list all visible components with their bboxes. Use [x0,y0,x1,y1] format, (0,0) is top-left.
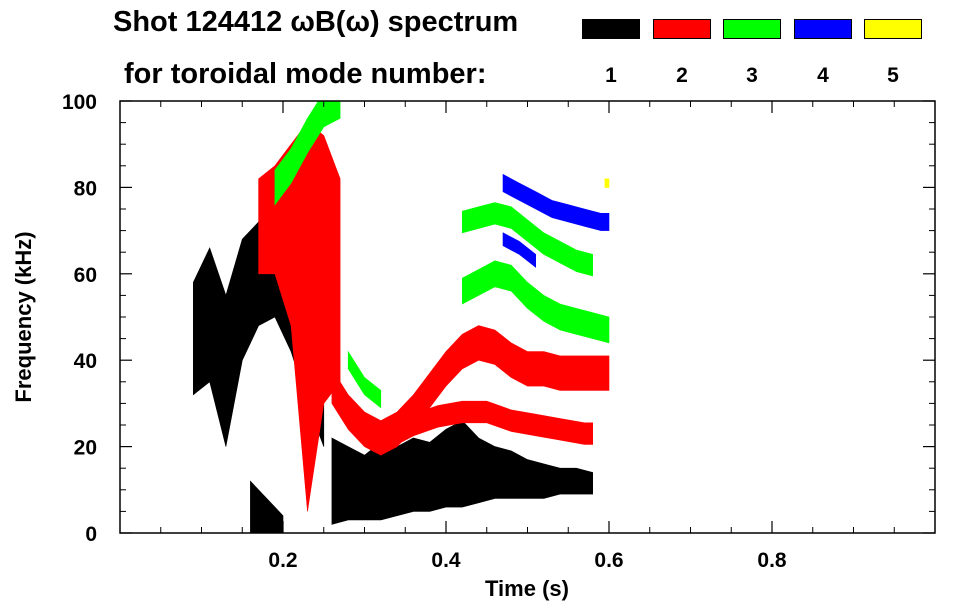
chart-title-line1: Shot 124412 ωB(ω) spectrum [113,6,518,39]
y-tick-label: 0 [85,523,97,546]
y-tick-label: 100 [62,91,97,114]
legend-swatch-mode-4 [794,19,852,39]
y-tick-label: 60 [74,264,97,287]
x-tick-label: 0.4 [431,549,461,572]
y-tick-label: 20 [74,437,97,460]
mode-3-band-3 [462,260,610,344]
chart-title-line2: for toroidal mode number: [124,58,487,90]
legend-swatch-mode-2 [653,19,711,39]
title-quantity: ωB(ω) [290,6,380,38]
mode-3-band-2 [347,350,382,409]
legend-swatch-mode-3 [723,19,781,39]
legend-label-mode-2: 2 [676,64,688,87]
y-axis-label: Frequency (kHz) [11,231,36,402]
x-tick-label: 0.8 [757,549,787,572]
plot-axes: 0.2 0.4 0.6 0.8 0 20 40 60 80 100 [62,91,936,572]
mode-2-band-3 [388,400,593,450]
title-prefix: Shot [113,6,178,38]
legend-label-mode-1: 1 [605,64,617,87]
title-shot-number: 124412 [185,6,283,38]
legend-swatch-mode-5 [864,19,922,39]
legend-label-mode-4: 4 [817,64,829,87]
y-tick-label: 40 [74,350,97,373]
mode-3-band-1 [274,101,341,206]
x-tick-label: 0.6 [594,549,623,572]
x-tick-label: 0.2 [268,549,297,572]
title-suffix: spectrum [387,6,519,38]
legend-label-mode-3: 3 [746,64,758,87]
mode-4-band-1 [502,173,610,231]
mode-1-band-2 [250,480,284,533]
mode-3-band-4 [462,202,593,277]
mode-5-band-1 [604,178,610,188]
x-axis-label: Time (s) [485,576,569,601]
legend-label-mode-5: 5 [887,64,899,87]
spectrum-data-layer [193,101,610,533]
y-tick-label: 80 [74,177,97,200]
legend-swatch-mode-1 [582,19,640,39]
mode-4-band-2 [502,232,536,268]
